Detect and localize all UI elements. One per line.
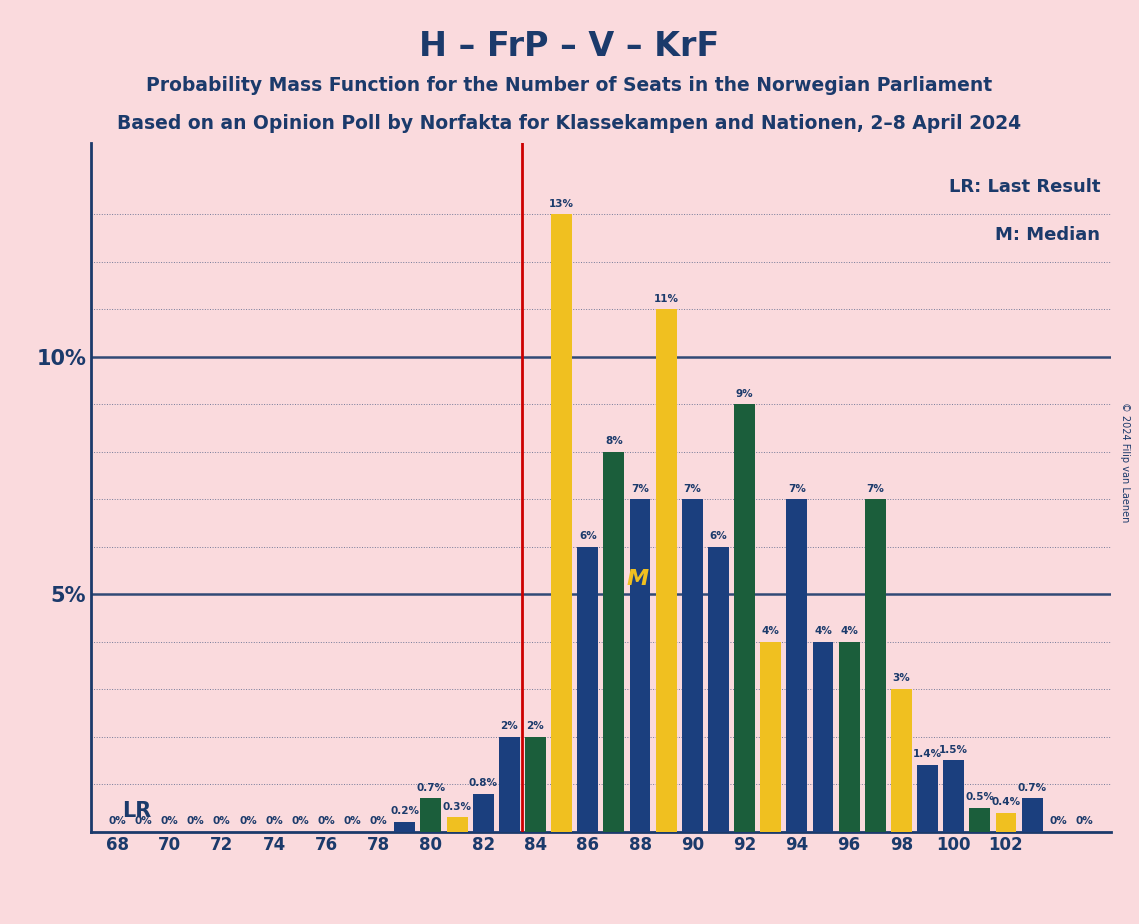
Text: 4%: 4% <box>814 626 831 636</box>
Bar <box>812 641 834 832</box>
Text: 7%: 7% <box>788 483 805 493</box>
Bar <box>499 736 519 832</box>
Bar <box>708 547 729 832</box>
Text: 0.2%: 0.2% <box>391 807 419 817</box>
Text: LR: Last Result: LR: Last Result <box>949 177 1100 196</box>
Text: Probability Mass Function for the Number of Seats in the Norwegian Parliament: Probability Mass Function for the Number… <box>147 76 992 95</box>
Bar <box>891 689 912 832</box>
Text: 0%: 0% <box>318 816 335 826</box>
Text: 0%: 0% <box>239 816 256 826</box>
Bar <box>969 808 990 832</box>
Bar <box>865 499 886 832</box>
Text: 13%: 13% <box>549 199 574 209</box>
Text: 6%: 6% <box>710 531 728 541</box>
Text: 0%: 0% <box>370 816 387 826</box>
Bar <box>682 499 703 832</box>
Text: 0%: 0% <box>108 816 126 826</box>
Text: 0%: 0% <box>187 816 205 826</box>
Text: 0%: 0% <box>1075 816 1093 826</box>
Bar <box>656 310 677 832</box>
Text: 0%: 0% <box>134 816 153 826</box>
Text: 4%: 4% <box>841 626 858 636</box>
Text: 0%: 0% <box>292 816 309 826</box>
Text: 6%: 6% <box>579 531 597 541</box>
Text: 1.4%: 1.4% <box>913 749 942 760</box>
Bar <box>420 798 442 832</box>
Text: 0.3%: 0.3% <box>443 802 472 811</box>
Text: 0%: 0% <box>213 816 231 826</box>
Bar <box>735 405 755 832</box>
Text: M: M <box>626 569 649 589</box>
Bar <box>446 818 467 832</box>
Text: 0.7%: 0.7% <box>417 783 445 793</box>
Bar <box>995 812 1016 832</box>
Bar <box>394 822 416 832</box>
Text: 9%: 9% <box>736 389 753 398</box>
Text: H – FrP – V – KrF: H – FrP – V – KrF <box>419 30 720 63</box>
Text: 0.4%: 0.4% <box>991 796 1021 807</box>
Bar <box>760 641 781 832</box>
Text: 0%: 0% <box>344 816 361 826</box>
Text: 7%: 7% <box>631 483 649 493</box>
Text: 7%: 7% <box>683 483 702 493</box>
Text: 2%: 2% <box>500 721 518 731</box>
Text: © 2024 Filip van Laenen: © 2024 Filip van Laenen <box>1121 402 1130 522</box>
Text: LR: LR <box>123 801 151 821</box>
Bar <box>1022 798 1042 832</box>
Bar <box>630 499 650 832</box>
Text: 0%: 0% <box>161 816 179 826</box>
Text: 7%: 7% <box>867 483 884 493</box>
Bar <box>604 452 624 832</box>
Bar <box>525 736 546 832</box>
Bar <box>838 641 860 832</box>
Bar <box>786 499 808 832</box>
Bar <box>551 214 572 832</box>
Text: 3%: 3% <box>893 674 910 684</box>
Text: Based on an Opinion Poll by Norfakta for Klassekampen and Nationen, 2–8 April 20: Based on an Opinion Poll by Norfakta for… <box>117 114 1022 133</box>
Bar <box>577 547 598 832</box>
Text: 4%: 4% <box>762 626 780 636</box>
Bar <box>473 794 493 832</box>
Text: 8%: 8% <box>605 436 623 446</box>
Text: 0%: 0% <box>1049 816 1067 826</box>
Text: 11%: 11% <box>654 294 679 304</box>
Text: 0.5%: 0.5% <box>966 792 994 802</box>
Bar <box>917 765 939 832</box>
Text: 0.7%: 0.7% <box>1017 783 1047 793</box>
Text: 2%: 2% <box>526 721 544 731</box>
Text: 0%: 0% <box>265 816 282 826</box>
Text: 1.5%: 1.5% <box>940 745 968 755</box>
Text: M: Median: M: Median <box>995 225 1100 244</box>
Bar <box>943 760 964 832</box>
Text: 0.8%: 0.8% <box>469 778 498 788</box>
